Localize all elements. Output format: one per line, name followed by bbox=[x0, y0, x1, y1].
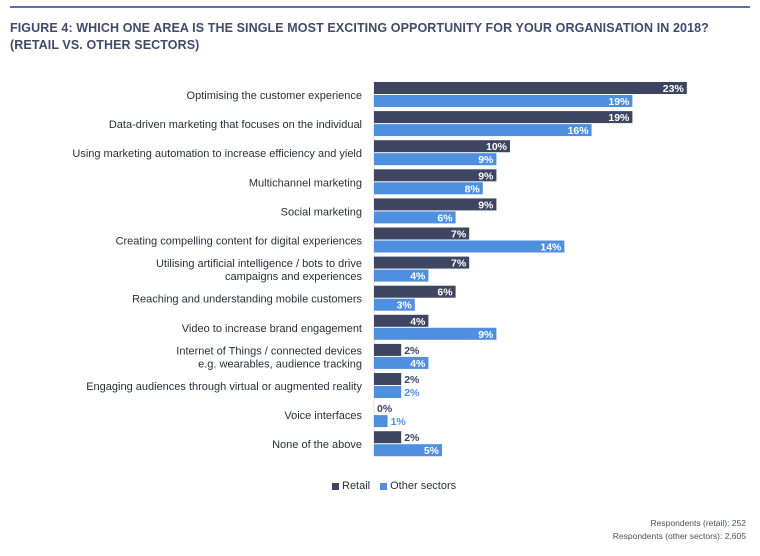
bar-other-sectors-6 bbox=[374, 240, 565, 253]
bar-retail-10 bbox=[374, 343, 402, 356]
value-label-other-sectors-8: 3% bbox=[397, 300, 413, 312]
value-label-other-sectors-4: 8% bbox=[465, 183, 481, 195]
bar-retail-9 bbox=[374, 314, 429, 327]
bar-other-sectors-12 bbox=[374, 415, 388, 428]
value-label-retail-4: 9% bbox=[478, 170, 494, 182]
category-label-7-line-2: campaigns and experiences bbox=[225, 271, 362, 283]
category-label-3: Using marketing automation to increase e… bbox=[72, 148, 362, 160]
value-label-retail-9: 4% bbox=[410, 316, 426, 328]
bar-other-sectors-10 bbox=[374, 356, 429, 369]
bar-other-sectors-2 bbox=[374, 124, 592, 137]
value-label-retail-6: 7% bbox=[451, 229, 467, 241]
category-label-10-line-1: Internet of Things / connected devices bbox=[176, 345, 362, 357]
legend-swatch-retail bbox=[332, 482, 339, 490]
value-label-other-sectors-13: 5% bbox=[424, 445, 440, 457]
legend-label-retail: Retail bbox=[342, 480, 371, 492]
value-label-retail-13: 2% bbox=[404, 432, 420, 444]
category-label-5: Social marketing bbox=[281, 206, 362, 218]
bar-other-sectors-8 bbox=[374, 298, 415, 311]
value-label-retail-8: 6% bbox=[437, 287, 453, 299]
value-label-other-sectors-7: 4% bbox=[410, 271, 426, 283]
respondents-other-note: Respondents (other sectors): 2,605 bbox=[612, 531, 746, 541]
legend-label-other-sectors: Other sectors bbox=[390, 480, 457, 492]
value-label-other-sectors-5: 6% bbox=[437, 212, 453, 224]
value-label-retail-3: 10% bbox=[486, 141, 508, 153]
category-label-9: Video to increase brand engagement bbox=[182, 323, 362, 335]
bar-other-sectors-13 bbox=[374, 444, 442, 457]
bar-other-sectors-1 bbox=[374, 95, 633, 107]
value-label-other-sectors-6: 14% bbox=[540, 242, 562, 254]
respondents-retail-note: Respondents (retail): 252 bbox=[650, 518, 746, 528]
value-label-retail-5: 9% bbox=[478, 199, 494, 211]
bar-retail-11 bbox=[374, 373, 402, 385]
bar-other-sectors-9 bbox=[374, 327, 497, 340]
bar-other-sectors-7 bbox=[374, 269, 429, 282]
bar-retail-8 bbox=[374, 285, 456, 298]
bar-retail-5 bbox=[374, 198, 497, 211]
category-label-11: Engaging audiences through virtual or au… bbox=[86, 381, 362, 393]
value-label-other-sectors-1: 19% bbox=[608, 96, 630, 108]
bar-retail-6 bbox=[374, 227, 470, 240]
value-label-other-sectors-12: 1% bbox=[391, 416, 407, 428]
legend: Retail Other sectors bbox=[332, 480, 456, 492]
legend-item-retail: Retail bbox=[332, 480, 370, 492]
category-label-8: Reaching and understanding mobile custom… bbox=[132, 294, 362, 306]
category-label-1: Optimising the customer experience bbox=[187, 90, 362, 102]
value-label-retail-1: 23% bbox=[663, 83, 685, 95]
bar-retail-3 bbox=[374, 140, 510, 153]
value-label-other-sectors-11: 2% bbox=[404, 387, 420, 399]
value-label-other-sectors-9: 9% bbox=[478, 329, 494, 341]
value-label-other-sectors-2: 16% bbox=[568, 125, 590, 137]
category-label-2: Data-driven marketing that focuses on th… bbox=[109, 119, 362, 131]
category-label-12: Voice interfaces bbox=[284, 410, 362, 422]
bar-other-sectors-3 bbox=[374, 153, 497, 166]
bar-other-sectors-4 bbox=[374, 182, 483, 195]
value-label-other-sectors-3: 9% bbox=[478, 154, 494, 166]
bar-other-sectors-11 bbox=[374, 386, 402, 398]
category-label-10-line-2: e.g. wearables, audience tracking bbox=[198, 358, 362, 370]
bar-other-sectors-5 bbox=[374, 211, 456, 224]
bar-retail-7 bbox=[374, 256, 470, 269]
category-label-4: Multichannel marketing bbox=[249, 177, 362, 189]
value-label-other-sectors-10: 4% bbox=[410, 358, 426, 370]
bar-retail-4 bbox=[374, 169, 497, 182]
value-label-retail-10: 2% bbox=[404, 345, 420, 357]
value-label-retail-11: 2% bbox=[404, 374, 420, 386]
category-label-7-line-1: Utilising artificial intelligence / bots… bbox=[156, 258, 362, 270]
bar-retail-2 bbox=[374, 111, 633, 124]
bar-retail-1 bbox=[374, 82, 687, 94]
category-label-6: Creating compelling content for digital … bbox=[116, 236, 363, 248]
bar-retail-13 bbox=[374, 431, 402, 444]
value-label-retail-7: 7% bbox=[451, 258, 467, 270]
top-rule bbox=[10, 6, 750, 8]
value-label-retail-12: 0% bbox=[377, 403, 393, 415]
chart-title: FIGURE 4: WHICH ONE AREA IS THE SINGLE M… bbox=[10, 21, 709, 52]
category-label-13: None of the above bbox=[272, 439, 362, 451]
value-label-retail-2: 19% bbox=[608, 112, 630, 124]
legend-item-other-sectors: Other sectors bbox=[380, 480, 456, 492]
legend-swatch-other-sectors bbox=[380, 482, 388, 490]
